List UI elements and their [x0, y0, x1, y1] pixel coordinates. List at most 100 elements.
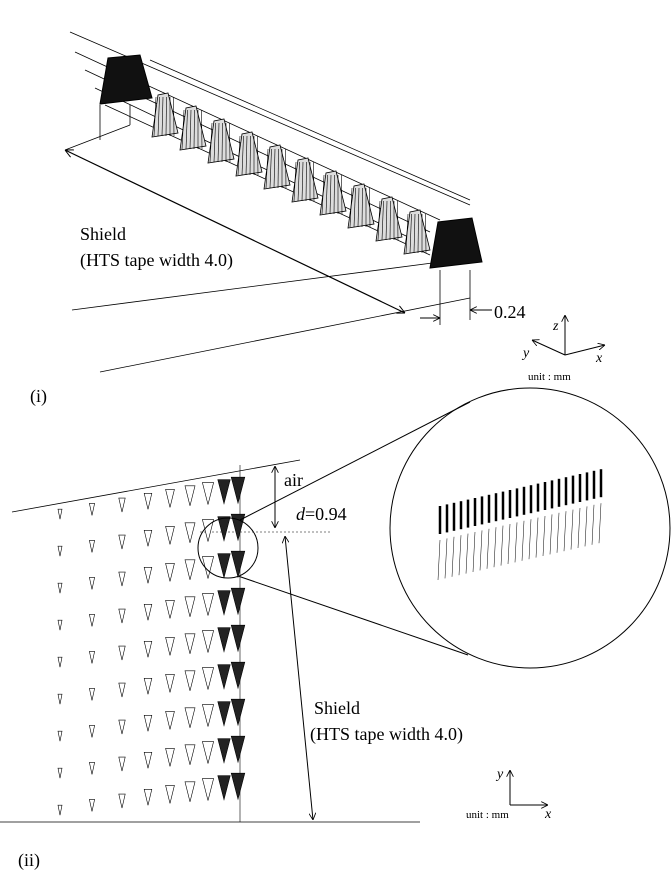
vector-glyph [459, 535, 461, 575]
vector-glyph [144, 493, 152, 509]
vector-glyph [185, 671, 195, 691]
vector-glyph [144, 752, 152, 768]
vector-glyph [144, 678, 152, 694]
axis-x: x [544, 807, 552, 822]
vector-glyph [218, 702, 230, 726]
vector-glyph [119, 720, 125, 734]
vector-glyph [185, 708, 195, 728]
panel-label: (ii) [18, 850, 40, 871]
vector-glyph [218, 554, 230, 578]
vector-glyph [58, 546, 62, 556]
zoom-view [390, 388, 670, 668]
vector-glyph [58, 620, 62, 630]
tape-width-label: (HTS tape width 4.0) [80, 250, 233, 271]
vector-glyph [144, 604, 152, 620]
dimension-arrow [285, 536, 313, 820]
vector-glyph [119, 646, 125, 660]
vector-glyph [202, 594, 213, 616]
vector-glyph [119, 572, 125, 586]
vector-glyph [166, 526, 175, 544]
vector-glyph [89, 503, 94, 515]
vector-glyph [144, 641, 152, 657]
vector-glyph [185, 782, 195, 802]
axis-z: z [552, 319, 559, 334]
zoom-vectors [438, 469, 601, 580]
gap-label: 0.24 [494, 302, 526, 322]
vector-glyph [231, 588, 245, 614]
axis-triad: y x unit : mm [466, 767, 552, 822]
vector-glyph [119, 535, 125, 549]
vector-glyph [231, 736, 245, 762]
vector-glyph [89, 540, 94, 552]
vector-glyph [58, 509, 62, 519]
unit: unit : mm [528, 371, 571, 383]
shield-block [100, 55, 152, 104]
vector-glyph [89, 614, 94, 626]
vector-glyph [218, 628, 230, 652]
vector-glyph [515, 522, 517, 562]
vector-glyph [119, 498, 125, 512]
vector-glyph [144, 715, 152, 731]
vector-glyph [166, 674, 175, 692]
vector-glyph [231, 625, 245, 651]
thickness-value: =0.94 [305, 504, 347, 524]
zoom-connector [240, 402, 470, 520]
vector-glyph [119, 757, 125, 771]
vector-glyph [466, 534, 468, 574]
shield-block [430, 218, 482, 268]
vector-glyph [578, 508, 580, 548]
vector-glyph [543, 516, 545, 556]
vector-glyph [231, 773, 245, 799]
vector-glyph [185, 560, 195, 580]
vector-glyph [89, 688, 94, 700]
panel-i: Shield (HTS tape width 4.0) 0.24 z y x u… [30, 32, 605, 407]
axis-triad: z y x unit : mm [521, 315, 605, 383]
vector-glyph [231, 699, 245, 725]
vector-glyph [144, 789, 152, 805]
vector-glyph [592, 505, 594, 545]
vector-glyph [231, 551, 245, 577]
vector-glyph [119, 609, 125, 623]
vector-glyph [438, 540, 440, 580]
vector-glyph [599, 503, 601, 543]
vector-glyph [218, 776, 230, 800]
vector-glyph [564, 511, 566, 551]
vector-glyph [144, 530, 152, 546]
axis-y: y [521, 346, 530, 361]
air-boundary [12, 460, 300, 512]
vector-glyph [202, 779, 213, 801]
shield-label: Shield [80, 224, 126, 244]
vector-glyph [571, 510, 573, 550]
vector-glyph [452, 537, 454, 577]
figure: Shield (HTS tape width 4.0) 0.24 z y x u… [0, 0, 672, 875]
vector-glyph [231, 477, 245, 503]
panel-ii: air d=0.94 Shield (HTS tape width 4.0) y… [0, 388, 670, 871]
vector-glyph [218, 480, 230, 504]
vector-glyph [501, 526, 503, 566]
vector-glyph [185, 523, 195, 543]
vector-glyph [58, 731, 62, 741]
vector-glyph [185, 634, 195, 654]
axis-x: x [595, 351, 603, 366]
vector-glyph [119, 794, 125, 808]
vector-glyph [529, 519, 531, 559]
zoom-connector [238, 576, 468, 655]
vector-glyph [89, 799, 94, 811]
vector-glyph [166, 785, 175, 803]
vector-glyph [508, 524, 510, 564]
axis-y: y [495, 767, 504, 782]
vector-glyph [89, 725, 94, 737]
vector-glyph [202, 668, 213, 690]
vector-glyph [218, 517, 230, 541]
vector-glyph [58, 657, 62, 667]
vector-glyph [202, 705, 213, 727]
vector-glyph [473, 532, 475, 572]
vector-glyph [185, 597, 195, 617]
vector-glyph [58, 694, 62, 704]
vector-glyph [89, 762, 94, 774]
vector-glyph [58, 805, 62, 815]
panel-label: (i) [30, 386, 47, 407]
vector-glyph [166, 600, 175, 618]
vector-glyph [231, 662, 245, 688]
shield-label: Shield [314, 698, 360, 718]
